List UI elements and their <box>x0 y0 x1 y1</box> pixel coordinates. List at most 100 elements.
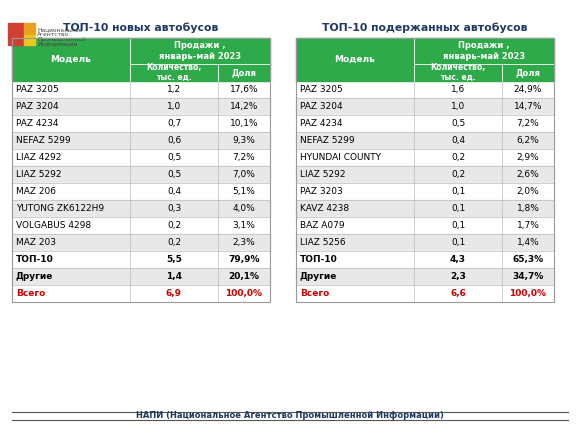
Text: Модель: Модель <box>50 55 92 64</box>
Bar <box>12 149 270 166</box>
Text: 0,1: 0,1 <box>451 204 465 213</box>
Bar <box>8 23 24 45</box>
Text: Количество,
тыс. ед.: Количество, тыс. ед. <box>146 63 202 82</box>
Text: 4,0%: 4,0% <box>233 204 255 213</box>
Text: 2,3: 2,3 <box>450 272 466 281</box>
Text: Национальное: Национальное <box>37 27 82 32</box>
Text: 14,7%: 14,7% <box>514 102 542 111</box>
Bar <box>296 234 554 251</box>
Text: Информации: Информации <box>37 42 77 47</box>
Bar <box>296 268 554 285</box>
Text: LIAZ 4292: LIAZ 4292 <box>16 153 61 162</box>
Text: 1,4%: 1,4% <box>517 238 539 247</box>
Bar <box>12 132 270 149</box>
Bar <box>296 183 554 200</box>
Text: 9,3%: 9,3% <box>233 136 255 145</box>
Text: 65,3%: 65,3% <box>513 255 543 264</box>
Text: LIAZ 5292: LIAZ 5292 <box>16 170 61 179</box>
Bar <box>12 115 270 132</box>
Text: 0,3: 0,3 <box>167 204 181 213</box>
Text: 0,1: 0,1 <box>451 238 465 247</box>
Bar <box>296 285 554 302</box>
Text: 100,0%: 100,0% <box>226 289 263 298</box>
Text: YUTONG ZK6122H9: YUTONG ZK6122H9 <box>16 204 104 213</box>
Bar <box>296 98 554 115</box>
Text: Продажи ,
январь-май 2023: Продажи , январь-май 2023 <box>443 41 525 61</box>
Bar <box>296 132 554 149</box>
Text: 100,0%: 100,0% <box>509 289 546 298</box>
Bar <box>414 64 554 81</box>
Text: 2,9%: 2,9% <box>517 153 539 162</box>
Text: 1,7%: 1,7% <box>517 221 539 230</box>
Text: НАПИ (Национальное Агентство Промышленной Информации): НАПИ (Национальное Агентство Промышленно… <box>136 411 444 420</box>
Text: PAZ 3203: PAZ 3203 <box>300 187 343 196</box>
Text: 0,5: 0,5 <box>167 153 181 162</box>
Bar <box>12 183 270 200</box>
Bar <box>296 115 554 132</box>
Bar <box>296 251 554 268</box>
Text: 0,7: 0,7 <box>167 119 181 128</box>
Text: 7,2%: 7,2% <box>233 153 255 162</box>
Text: 7,0%: 7,0% <box>233 170 255 179</box>
Text: 6,2%: 6,2% <box>517 136 539 145</box>
Text: 1,8%: 1,8% <box>517 204 539 213</box>
Text: 1,2: 1,2 <box>167 85 181 94</box>
Text: 1,0: 1,0 <box>451 102 465 111</box>
Bar <box>12 38 270 64</box>
Text: Другие: Другие <box>300 272 338 281</box>
Text: PAZ 3205: PAZ 3205 <box>16 85 59 94</box>
Bar <box>24 23 35 34</box>
Text: 2,3%: 2,3% <box>233 238 255 247</box>
Bar <box>12 285 270 302</box>
Text: HYUNDAI COUNTY: HYUNDAI COUNTY <box>300 153 381 162</box>
Bar <box>12 81 270 98</box>
Bar <box>296 64 414 81</box>
Text: MAZ 206: MAZ 206 <box>16 187 56 196</box>
Text: 0,1: 0,1 <box>451 221 465 230</box>
Text: BAZ A079: BAZ A079 <box>300 221 345 230</box>
Text: 0,4: 0,4 <box>167 187 181 196</box>
Bar <box>12 38 270 302</box>
Text: 17,6%: 17,6% <box>230 85 258 94</box>
Bar <box>296 81 554 98</box>
Bar <box>12 251 270 268</box>
Text: ТОП-10 новых автобусов: ТОП-10 новых автобусов <box>63 22 219 33</box>
Bar <box>296 38 554 64</box>
Text: 0,2: 0,2 <box>451 153 465 162</box>
Text: PAZ 3205: PAZ 3205 <box>300 85 343 94</box>
Text: Количество,
тыс. ед.: Количество, тыс. ед. <box>430 63 485 82</box>
Text: 1,4: 1,4 <box>166 272 182 281</box>
Text: 79,9%: 79,9% <box>229 255 260 264</box>
Bar <box>12 234 270 251</box>
Text: Доля: Доля <box>516 68 541 77</box>
Text: VOLGABUS 4298: VOLGABUS 4298 <box>16 221 91 230</box>
Text: 0,2: 0,2 <box>167 221 181 230</box>
Text: ТОП-10: ТОП-10 <box>16 255 54 264</box>
Text: MAZ 203: MAZ 203 <box>16 238 56 247</box>
Bar <box>12 217 270 234</box>
Bar <box>12 98 270 115</box>
Text: KAVZ 4238: KAVZ 4238 <box>300 204 349 213</box>
Text: 7,2%: 7,2% <box>517 119 539 128</box>
Text: 0,2: 0,2 <box>451 170 465 179</box>
Text: 5,5: 5,5 <box>166 255 182 264</box>
Text: 24,9%: 24,9% <box>514 85 542 94</box>
Text: 10,1%: 10,1% <box>230 119 258 128</box>
Text: Агентство: Агентство <box>37 32 69 37</box>
Text: 2,0%: 2,0% <box>517 187 539 196</box>
Text: Другие: Другие <box>16 272 53 281</box>
Text: 1,6: 1,6 <box>451 85 465 94</box>
Text: LIAZ 5256: LIAZ 5256 <box>300 238 346 247</box>
Text: 0,5: 0,5 <box>451 119 465 128</box>
Text: Продажи ,
январь-май 2023: Продажи , январь-май 2023 <box>159 41 241 61</box>
Text: 1,0: 1,0 <box>167 102 181 111</box>
Text: 5,1%: 5,1% <box>233 187 255 196</box>
Text: 0,4: 0,4 <box>451 136 465 145</box>
Bar <box>296 166 554 183</box>
Bar <box>12 166 270 183</box>
Text: 3,1%: 3,1% <box>233 221 255 230</box>
Text: Промышленной: Промышленной <box>37 37 86 42</box>
Text: Всего: Всего <box>16 289 45 298</box>
Bar <box>130 64 270 81</box>
Text: 6,9: 6,9 <box>166 289 182 298</box>
